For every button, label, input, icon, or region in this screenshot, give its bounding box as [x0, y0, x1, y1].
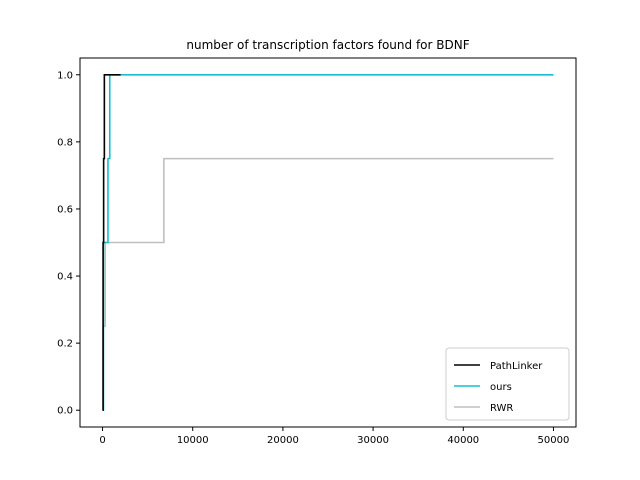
y-tick-label: 0.2: [57, 339, 73, 350]
chart-title: number of transcription factors found fo…: [186, 38, 469, 52]
y-tick-label: 0.0: [57, 406, 73, 417]
plot-lines: [102, 73, 554, 412]
legend-label: PathLinker: [490, 361, 543, 372]
series-line-pathlinker: [102, 73, 121, 412]
x-tick-label: 20000: [267, 435, 299, 446]
x-axis: 0 10000 20000 30000 40000 50000: [99, 427, 569, 446]
x-tick-label: 10000: [177, 435, 209, 446]
y-axis: 0.0 0.2 0.4 0.6 0.8 1.0: [57, 70, 80, 417]
y-tick-label: 0.6: [57, 204, 73, 215]
legend-label: RWR: [490, 403, 513, 414]
legend-label: ours: [490, 382, 512, 393]
x-tick-label: 50000: [538, 435, 570, 446]
y-tick-label: 0.4: [57, 272, 73, 283]
x-tick-label: 0: [99, 435, 105, 446]
legend: PathLinker ours RWR: [445, 347, 570, 421]
y-tick-label: 0.8: [57, 137, 73, 148]
x-tick-label: 30000: [357, 435, 389, 446]
plot-frame: [79, 57, 577, 428]
x-tick-label: 40000: [447, 435, 479, 446]
y-tick-label: 1.0: [57, 70, 73, 81]
legend-box: [445, 347, 570, 421]
